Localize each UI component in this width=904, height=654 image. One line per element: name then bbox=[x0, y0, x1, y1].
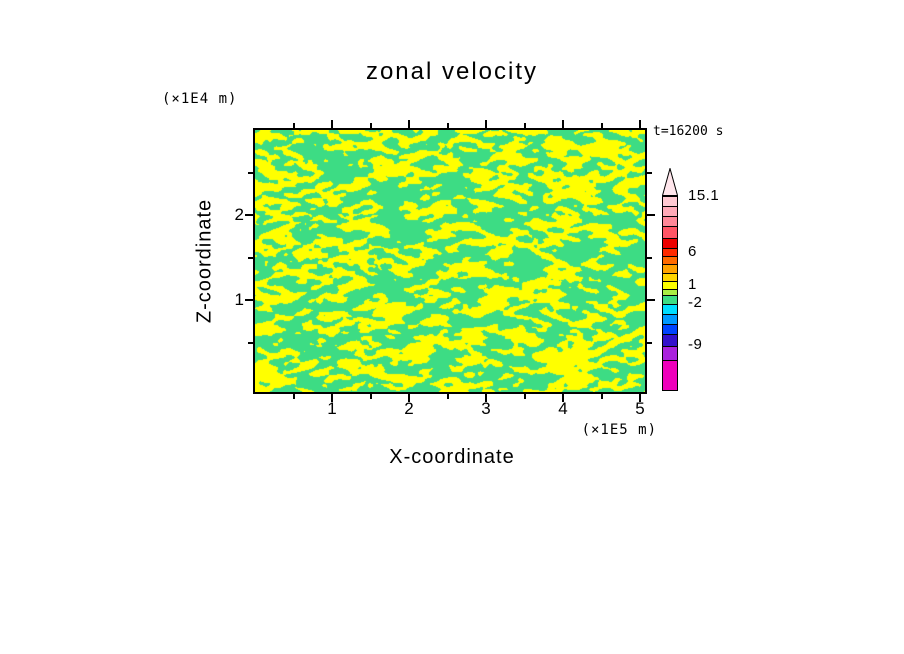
axis-tick bbox=[248, 171, 253, 174]
colorbar-segment bbox=[663, 206, 677, 216]
y-tick-label: 2 bbox=[234, 205, 244, 224]
y-axis-unit-label: (×1E4 m) bbox=[162, 91, 238, 107]
colorbar-label: 15.1 bbox=[688, 187, 720, 204]
colorbar-segment bbox=[663, 238, 677, 248]
x-tick-label: 4 bbox=[558, 399, 568, 418]
colorbar-segment bbox=[663, 346, 677, 360]
field-canvas bbox=[255, 130, 645, 392]
colorbar-label: -2 bbox=[688, 294, 703, 311]
axis-tick bbox=[292, 394, 295, 399]
axis-tick bbox=[647, 214, 655, 216]
axis-tick bbox=[408, 120, 410, 128]
x-tick-label: 5 bbox=[635, 399, 645, 418]
axis-tick bbox=[446, 394, 449, 399]
colorbar-label: 1 bbox=[688, 276, 697, 293]
x-axis-title: X-coordinate bbox=[389, 446, 515, 468]
axis-tick bbox=[245, 299, 253, 301]
colorbar-segment bbox=[663, 324, 677, 334]
colorbar bbox=[662, 196, 678, 391]
colorbar-segment bbox=[663, 248, 677, 256]
axis-tick bbox=[292, 123, 295, 128]
colorbar-segment bbox=[663, 295, 677, 304]
colorbar-segment bbox=[663, 216, 677, 226]
axis-tick bbox=[647, 171, 652, 174]
axis-tick bbox=[523, 394, 526, 399]
axis-tick bbox=[647, 341, 652, 344]
colorbar-segment bbox=[663, 256, 677, 264]
axis-tick bbox=[600, 394, 603, 399]
axis-tick bbox=[647, 299, 655, 301]
colorbar-arrow-tip-icon bbox=[662, 168, 678, 196]
y-tick-label: 1 bbox=[234, 290, 244, 309]
x-tick-label: 3 bbox=[481, 399, 491, 418]
axis-tick bbox=[485, 120, 487, 128]
axis-tick bbox=[600, 123, 603, 128]
axis-tick bbox=[248, 341, 253, 344]
colorbar-segment bbox=[663, 314, 677, 324]
y-axis-title: Z-coordinate bbox=[193, 198, 216, 324]
axis-tick bbox=[245, 214, 253, 216]
x-axis-unit-label: (×1E5 m) bbox=[581, 422, 657, 438]
x-tick-label: 2 bbox=[404, 399, 414, 418]
colorbar-segment bbox=[663, 226, 677, 238]
axis-tick bbox=[446, 123, 449, 128]
axis-tick bbox=[639, 120, 641, 128]
colorbar-segment bbox=[663, 360, 677, 390]
axis-tick bbox=[331, 394, 333, 402]
colorbar-segment bbox=[663, 289, 677, 295]
axis-tick bbox=[485, 394, 487, 402]
axis-tick bbox=[369, 394, 372, 399]
colorbar-segment bbox=[663, 196, 677, 206]
colorbar-label: -9 bbox=[688, 336, 703, 353]
axis-tick bbox=[647, 256, 652, 259]
axis-tick bbox=[562, 394, 564, 402]
colorbar-segment bbox=[663, 273, 677, 281]
time-annotation: t=16200 s bbox=[653, 124, 724, 139]
chart-title: zonal velocity bbox=[365, 58, 539, 85]
x-tick-label: 1 bbox=[327, 399, 337, 418]
axis-tick bbox=[248, 256, 253, 259]
axis-tick bbox=[369, 123, 372, 128]
axis-tick bbox=[562, 120, 564, 128]
colorbar-segment bbox=[663, 281, 677, 289]
colorbar-label: 6 bbox=[688, 243, 697, 260]
colorbar-segment bbox=[663, 304, 677, 314]
axis-tick bbox=[408, 394, 410, 402]
colorbar-segment bbox=[663, 264, 677, 273]
axis-tick bbox=[639, 394, 641, 402]
colorbar-segment bbox=[663, 334, 677, 346]
axis-tick bbox=[331, 120, 333, 128]
plot-area bbox=[253, 128, 647, 394]
axis-tick bbox=[523, 123, 526, 128]
